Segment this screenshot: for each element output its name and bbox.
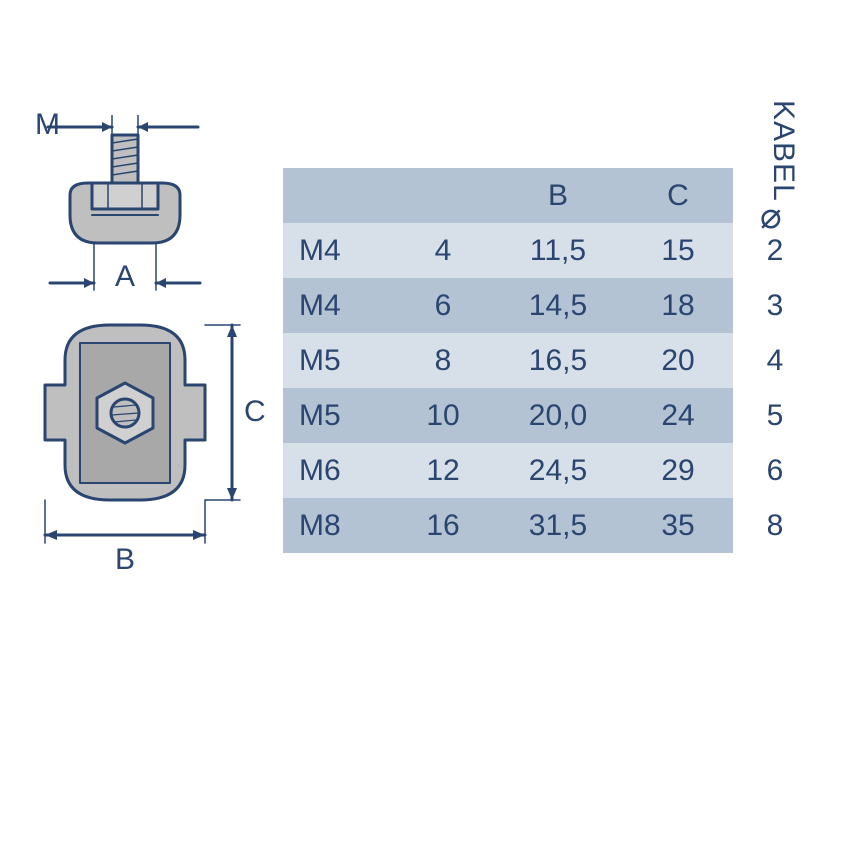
header-m xyxy=(283,168,393,223)
table-row: M5 10 20,0 24 xyxy=(283,388,733,443)
dim-label-m: M xyxy=(35,108,60,142)
kabel-value: 4 xyxy=(745,333,805,388)
table-row: M8 16 31,5 35 xyxy=(283,498,733,553)
table-row: M6 12 24,5 29 xyxy=(283,443,733,498)
header-b: B xyxy=(493,168,623,223)
dim-label-a: A xyxy=(115,260,135,294)
dimensions-table: B C M4 4 11,5 15 M4 6 14,5 18 M5 8 16,5 … xyxy=(283,168,733,553)
kabel-value: 6 xyxy=(745,443,805,498)
kabel-header: KABEL xyxy=(766,100,800,202)
table-row: M4 4 11,5 15 xyxy=(283,223,733,278)
kabel-value: 2 xyxy=(745,223,805,278)
dim-label-c: C xyxy=(244,395,266,429)
header-c: C xyxy=(623,168,733,223)
kabel-value: 5 xyxy=(745,388,805,443)
dim-label-b: B xyxy=(115,543,135,577)
cable-clip-diagram xyxy=(30,115,265,585)
kabel-value: 8 xyxy=(745,498,805,553)
table-header-row: B C xyxy=(283,168,733,223)
table-row: M5 8 16,5 20 xyxy=(283,333,733,388)
header-a xyxy=(393,168,493,223)
kabel-column: 2 3 4 5 6 8 xyxy=(745,223,805,553)
kabel-value: 3 xyxy=(745,278,805,333)
table-row: M4 6 14,5 18 xyxy=(283,278,733,333)
